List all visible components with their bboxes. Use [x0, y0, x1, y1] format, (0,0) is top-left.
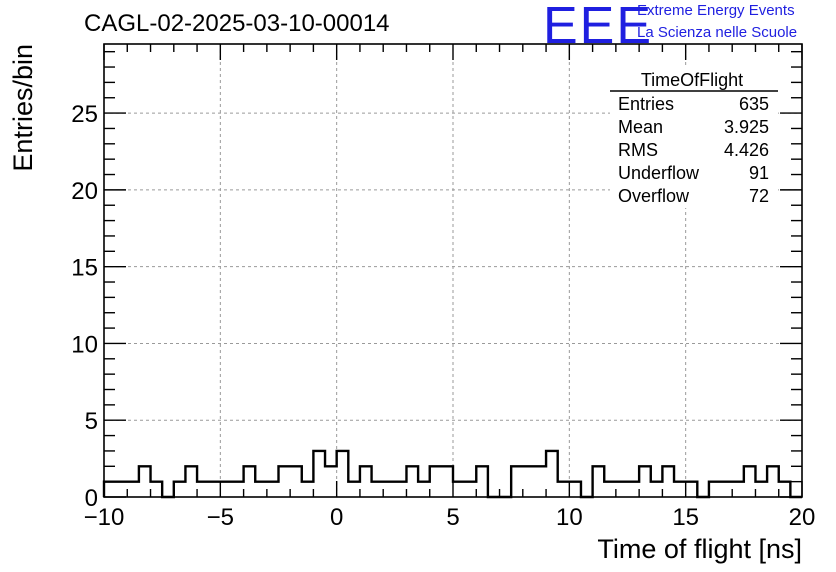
- stats-box: TimeOfFlight Entries 635 Mean 3.925 RMS 4.426…: [610, 68, 778, 208]
- y-tick-label: 0: [85, 485, 98, 512]
- run-title: CAGL-02-2025-03-10-00014: [84, 10, 390, 37]
- histogram-outline: [102, 449, 802, 499]
- y-tick-label: 5: [85, 408, 98, 435]
- x-tick-labels: −10 −5 0 5 10 15 20: [84, 504, 816, 531]
- x-tick-label: 5: [446, 504, 459, 531]
- grid-lines: [104, 44, 802, 497]
- logo-caption-line2: La Scienza nelle Scuole: [637, 24, 798, 41]
- stats-row-value: 72: [749, 186, 769, 206]
- x-tick-label: −5: [207, 504, 234, 531]
- stats-row-value: 3.925: [724, 117, 769, 137]
- stats-row-label: RMS: [618, 140, 658, 160]
- axis-ticks: [103, 44, 803, 498]
- y-tick-label: 20: [71, 178, 98, 205]
- y-tick-labels: 0 5 10 15 20 25: [71, 101, 98, 512]
- stats-row-label: Mean: [618, 117, 663, 137]
- stats-row-value: 91: [749, 163, 769, 183]
- x-tick-label: −10: [84, 504, 125, 531]
- x-tick-label: 15: [672, 504, 699, 531]
- stats-row-label: Entries: [618, 94, 674, 114]
- x-tick-label: 10: [556, 504, 583, 531]
- y-axis-title: Entries/bin: [8, 44, 38, 172]
- x-tick-label: 20: [789, 504, 816, 531]
- stats-rows: Entries 635 Mean 3.925 RMS 4.426 Underflow 91 Ov…: [618, 94, 769, 206]
- logo-caption-line1: Extreme Energy Events: [637, 2, 795, 19]
- y-tick-label: 10: [71, 331, 98, 358]
- x-tick-label: 0: [330, 504, 343, 531]
- y-tick-label: 25: [71, 101, 98, 128]
- stats-row-value: 635: [739, 94, 769, 114]
- stats-title: TimeOfFlight: [641, 70, 743, 90]
- x-axis-title: Time of flight [ns]: [597, 534, 802, 564]
- eee-logo: EEE: [543, 0, 654, 55]
- stats-row-label: Overflow: [618, 186, 690, 206]
- stats-row-value: 4.426: [724, 140, 769, 160]
- y-tick-label: 15: [71, 255, 98, 282]
- stats-row-label: Underflow: [618, 163, 700, 183]
